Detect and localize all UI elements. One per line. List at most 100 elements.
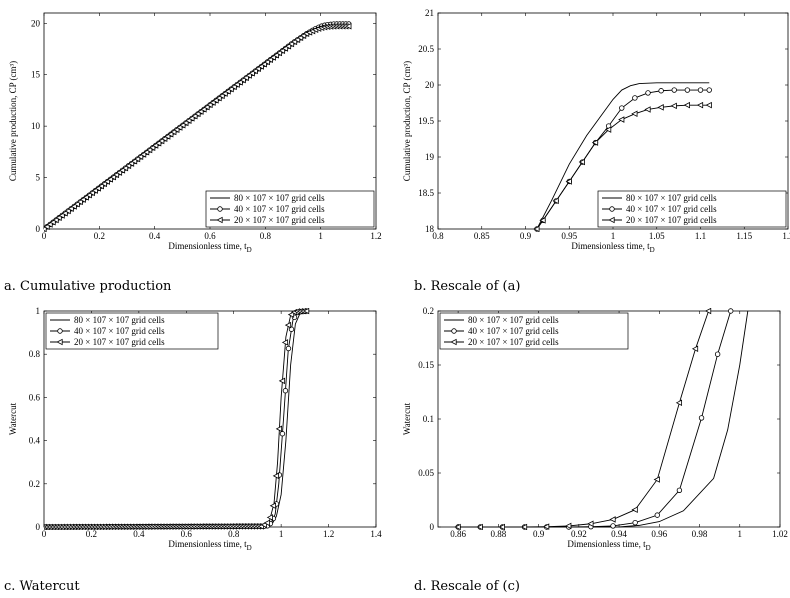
series-marker-3 bbox=[164, 133, 171, 140]
x-tick-label: 0.6 bbox=[181, 529, 193, 539]
y-tick-label: 0.2 bbox=[29, 479, 40, 489]
x-tick-label: 0.92 bbox=[571, 529, 587, 539]
series-marker-3 bbox=[106, 176, 113, 183]
x-axis-label: Dimensionless time, tD bbox=[168, 539, 251, 552]
series-marker-3 bbox=[644, 106, 651, 113]
series-marker-3 bbox=[533, 225, 540, 232]
x-tick-label: 0.9 bbox=[533, 529, 545, 539]
x-axis-label: Dimensionless time, tD bbox=[571, 241, 654, 254]
series-marker-3 bbox=[236, 79, 243, 86]
legend-label: 40 × 107 × 107 grid cells bbox=[234, 204, 325, 214]
legend-label: 20 × 107 × 107 grid cells bbox=[74, 337, 165, 347]
series-marker-3 bbox=[91, 187, 98, 194]
y-tick-label: 0.4 bbox=[29, 436, 41, 446]
series-group bbox=[533, 82, 712, 232]
legend-marker bbox=[57, 328, 63, 334]
y-axis-label: Cumulative production, CP (cm³) bbox=[8, 61, 18, 181]
series-marker-2 bbox=[697, 87, 704, 93]
series-marker-2 bbox=[279, 431, 286, 437]
series-marker-2 bbox=[658, 88, 664, 94]
series-marker-3 bbox=[245, 72, 252, 79]
series-marker-2 bbox=[728, 308, 734, 314]
series-marker-3 bbox=[269, 502, 276, 510]
series-marker-3 bbox=[675, 399, 683, 407]
series-marker-3 bbox=[704, 308, 712, 315]
x-tick-label: 0.8 bbox=[228, 529, 240, 539]
series-marker-3 bbox=[58, 212, 65, 219]
series-marker-3 bbox=[691, 345, 699, 353]
series-marker-3 bbox=[191, 112, 198, 120]
series-marker-3 bbox=[79, 196, 86, 203]
x-tick-label: 1.2 bbox=[323, 529, 334, 539]
legend-label: 20 × 107 × 107 grid cells bbox=[234, 215, 325, 225]
x-tick-label: 0.2 bbox=[94, 231, 105, 241]
series-marker-3 bbox=[542, 523, 550, 530]
x-tick-label: 0.6 bbox=[204, 231, 216, 241]
legend-box bbox=[205, 190, 375, 228]
x-tick-label: 0.94 bbox=[611, 529, 627, 539]
series-marker-3 bbox=[539, 217, 546, 224]
series-marker-3 bbox=[302, 308, 310, 315]
y-tick-label: 18.5 bbox=[418, 188, 434, 198]
panel-d: 0.86 0.88 0.9 0.92 0.94 0.96 0.98 1 1.02 0 0.05 0.1… bbox=[402, 306, 788, 594]
x-tick-label: 1.4 bbox=[370, 529, 382, 539]
series-marker-3 bbox=[696, 101, 704, 109]
series-marker-3 bbox=[85, 191, 92, 199]
series-marker-3 bbox=[197, 108, 204, 115]
x-tick-label: 1.2 bbox=[370, 231, 381, 241]
legend-marker bbox=[217, 206, 223, 212]
x-tick-label: 1 bbox=[611, 231, 616, 241]
x-tick-label: 0.9 bbox=[520, 231, 532, 241]
series-marker-3 bbox=[52, 216, 59, 224]
series-marker-3 bbox=[167, 130, 174, 138]
series-marker-3 bbox=[587, 520, 594, 528]
x-tick-label: 0.4 bbox=[149, 231, 161, 241]
series-marker-3 bbox=[70, 203, 77, 210]
series-marker-3 bbox=[266, 514, 273, 521]
series-marker-3 bbox=[657, 104, 664, 111]
y-tick-label: 20 bbox=[425, 80, 435, 90]
series-marker-3 bbox=[212, 97, 219, 104]
series-marker-3 bbox=[76, 198, 83, 206]
series-marker-3 bbox=[145, 146, 153, 154]
series-marker-2 bbox=[671, 87, 677, 93]
x-tick-label: 0.8 bbox=[260, 231, 272, 241]
legend-marker bbox=[608, 216, 615, 224]
y-tick-label: 0.6 bbox=[29, 392, 41, 402]
series-marker-3 bbox=[55, 214, 62, 221]
x-tick-label: 1.15 bbox=[736, 231, 752, 241]
series-marker-2 bbox=[676, 487, 683, 493]
x-tick-label: 0.96 bbox=[651, 529, 667, 539]
x-tick-label: 1.1 bbox=[695, 231, 706, 241]
y-tick-label: 19.5 bbox=[418, 116, 434, 126]
series-marker-3 bbox=[88, 189, 95, 197]
series-marker-3 bbox=[618, 116, 625, 123]
series-marker-2 bbox=[698, 415, 705, 421]
y-tick-label: 15 bbox=[31, 70, 41, 80]
series-marker-3 bbox=[185, 117, 192, 124]
series-marker-3 bbox=[203, 103, 210, 111]
series-marker-3 bbox=[188, 115, 195, 122]
series-marker-3 bbox=[263, 58, 270, 66]
series-marker-3 bbox=[200, 106, 207, 113]
series-marker-3 bbox=[498, 523, 505, 530]
series-marker-3 bbox=[133, 155, 141, 163]
x-tick-label: 1 bbox=[318, 231, 323, 241]
series-marker-3 bbox=[230, 83, 237, 91]
legend-box bbox=[597, 190, 787, 228]
series-marker-3 bbox=[173, 126, 180, 133]
series-marker-3 bbox=[476, 523, 483, 530]
y-tick-label: 10 bbox=[31, 121, 41, 131]
x-axis-label: Dimensionless time, tD bbox=[567, 539, 650, 552]
series-marker-3 bbox=[224, 88, 231, 95]
series-marker-3 bbox=[565, 178, 572, 185]
y-tick-label: 0.15 bbox=[418, 360, 434, 370]
series-marker-3 bbox=[272, 51, 280, 59]
series-marker-3 bbox=[653, 476, 660, 483]
y-tick-label: 1 bbox=[36, 306, 41, 316]
series-marker-3 bbox=[109, 173, 117, 181]
series-marker-3 bbox=[161, 135, 168, 142]
series-marker-3 bbox=[103, 178, 110, 185]
x-tick-label: 1 bbox=[279, 529, 284, 539]
